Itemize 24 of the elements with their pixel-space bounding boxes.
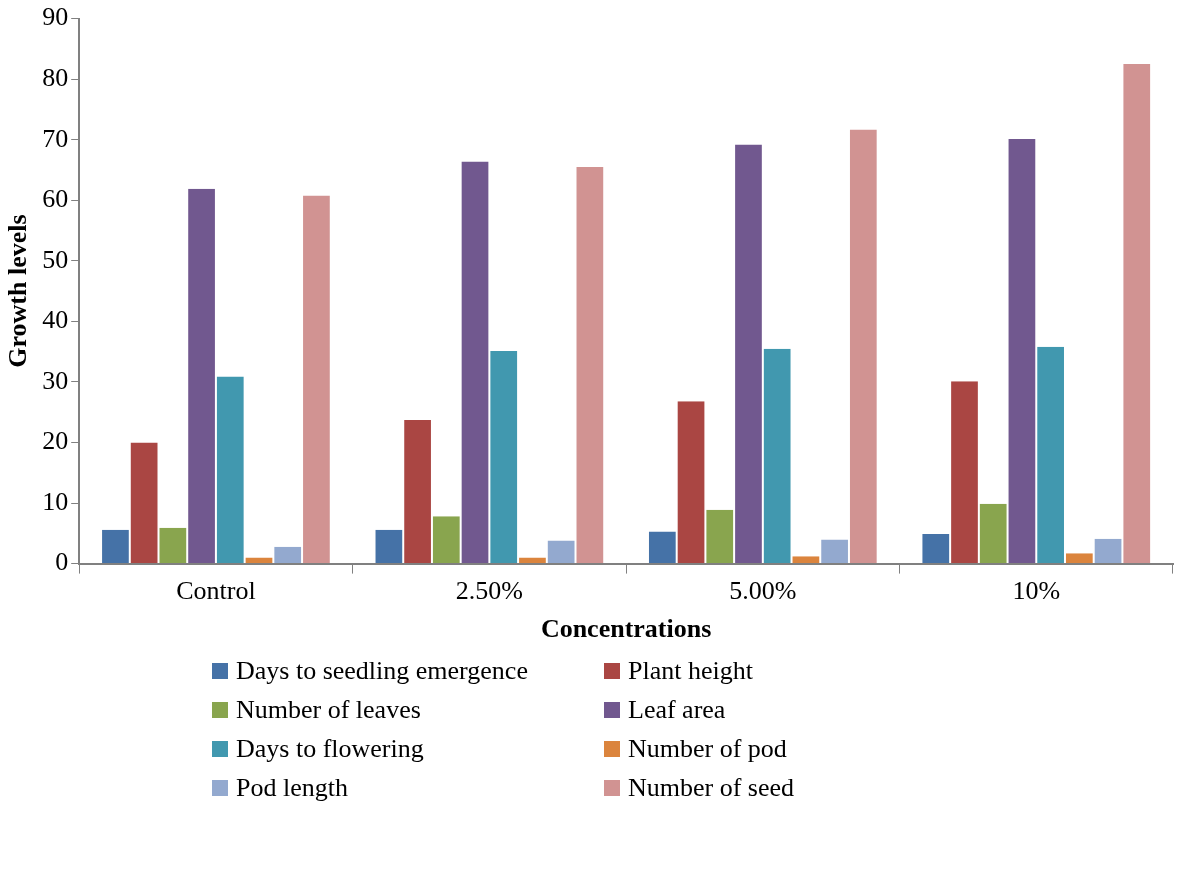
legend-label: Plant height: [628, 656, 753, 686]
y-tick-label: 10: [42, 486, 69, 516]
legend-label: Days to flowering: [236, 734, 424, 764]
x-tick-label: Control: [176, 576, 256, 606]
y-tick-label: 60: [42, 184, 69, 214]
y-axis-title: Growth levels: [3, 214, 33, 368]
y-tick-label: 80: [42, 62, 69, 92]
x-tick-label: 10%: [1012, 576, 1061, 606]
y-tick-label: 20: [42, 426, 69, 456]
legend-label: Number of seed: [628, 773, 795, 803]
y-tick-label: 90: [42, 2, 69, 32]
x-tick-label: 5.00%: [729, 576, 797, 606]
legend-label: Number of leaves: [236, 695, 421, 725]
legend-label: Pod length: [236, 773, 348, 803]
y-tick-label: 70: [42, 123, 69, 153]
x-axis-title: Concentrations: [540, 614, 712, 644]
y-tick-label: 50: [42, 244, 69, 274]
legend-label: Leaf area: [628, 695, 726, 725]
y-tick-label: 30: [42, 365, 69, 395]
y-tick-label: 40: [42, 305, 69, 335]
legend-label: Days to seedling emergence: [236, 656, 528, 686]
y-tick-label: 0: [55, 547, 69, 577]
x-tick-label: 2.50%: [455, 576, 523, 606]
legend-label: Number of pod: [628, 734, 787, 764]
